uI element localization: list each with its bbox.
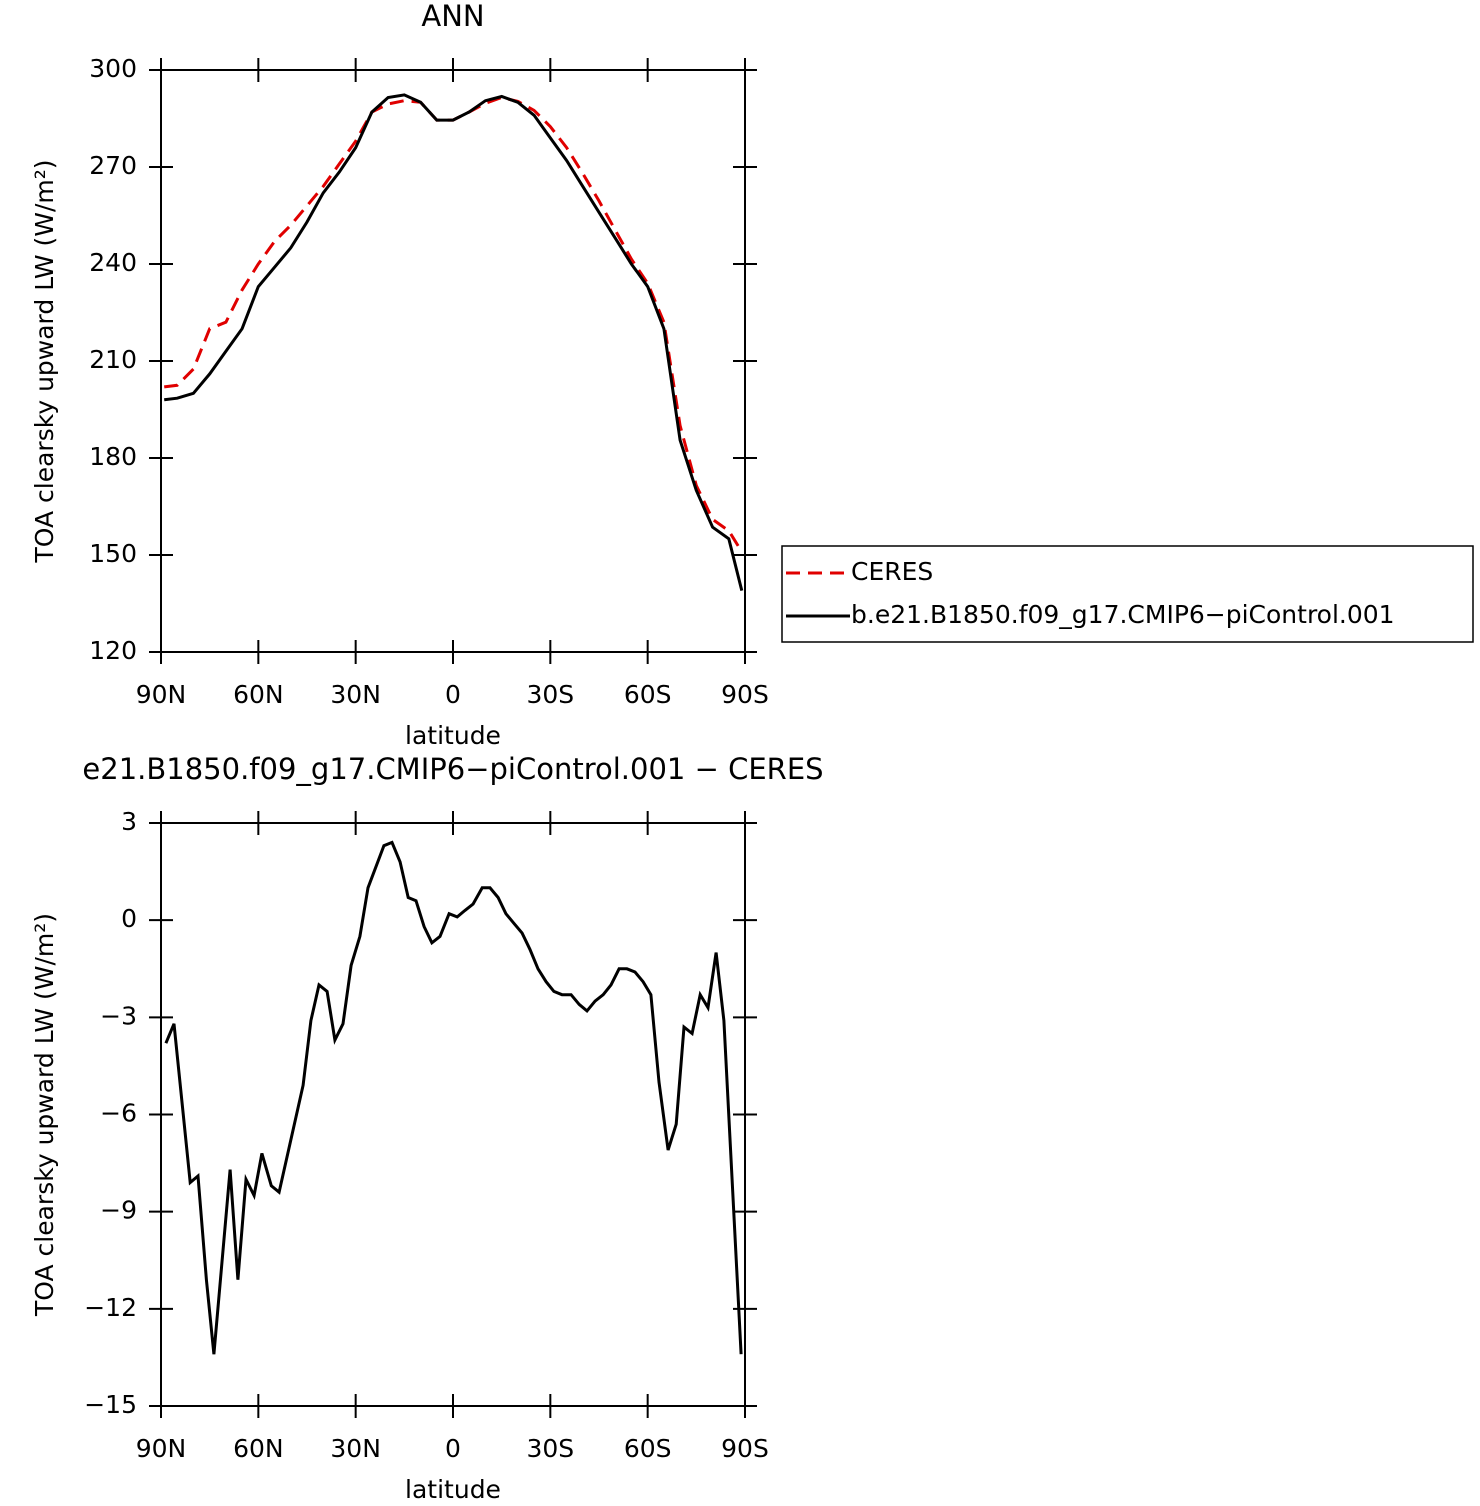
x-tick-label: 90S <box>721 680 769 709</box>
x-tick-label: 0 <box>445 680 461 709</box>
x-tick-label: 90S <box>721 1434 769 1463</box>
y-tick-label: 3 <box>121 807 137 836</box>
x-tick-label: 60N <box>233 1434 284 1463</box>
y-tick-label: 0 <box>121 904 137 933</box>
x-tick-label: 30N <box>330 680 381 709</box>
legend-label: b.e21.B1850.f09_g17.CMIP6−piControl.001 <box>851 600 1395 629</box>
y-tick-label: 120 <box>89 636 137 665</box>
y-tick-label: −3 <box>100 1001 137 1030</box>
x-tick-label: 90N <box>136 680 187 709</box>
x-tick-label: 90N <box>136 1434 187 1463</box>
plot-frame <box>160 69 746 653</box>
y-tick-label: 210 <box>89 345 137 374</box>
plot-frame <box>160 822 746 1407</box>
y-axis-label: TOA clearsky upward LW (W/m²) <box>30 913 59 1317</box>
y-tick-label: −9 <box>100 1196 137 1225</box>
y-tick-label: −12 <box>84 1293 137 1322</box>
x-axis-label: latitude <box>405 1475 501 1504</box>
y-tick-label: 180 <box>89 442 137 471</box>
data-line <box>164 840 743 1355</box>
data-line <box>164 93 744 591</box>
x-tick-label: 60S <box>624 1434 672 1463</box>
y-axis-label: TOA clearsky upward LW (W/m²) <box>30 159 59 563</box>
y-tick-label: 270 <box>89 151 137 180</box>
y-tick-label: 150 <box>89 539 137 568</box>
legend-label: CERES <box>851 557 933 586</box>
chart-title: e21.B1850.f09_g17.CMIP6−piControl.001 − … <box>82 752 823 786</box>
x-tick-label: 60S <box>624 680 672 709</box>
data-line <box>164 95 744 553</box>
y-tick-label: −15 <box>84 1390 137 1419</box>
x-axis-label: latitude <box>405 721 501 750</box>
x-tick-label: 30S <box>526 1434 574 1463</box>
legend-box <box>781 545 1474 643</box>
y-tick-label: −6 <box>100 1099 137 1128</box>
x-tick-label: 30S <box>526 680 574 709</box>
x-tick-label: 30N <box>330 1434 381 1463</box>
chart-title: ANN <box>421 0 484 33</box>
x-tick-label: 60N <box>233 680 284 709</box>
y-tick-label: 300 <box>89 54 137 83</box>
x-tick-label: 0 <box>445 1434 461 1463</box>
y-tick-label: 240 <box>89 248 137 277</box>
